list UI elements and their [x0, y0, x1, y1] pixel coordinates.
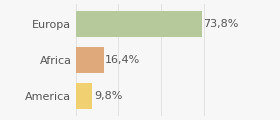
- Bar: [76, 47, 104, 73]
- Text: 73,8%: 73,8%: [203, 19, 239, 29]
- Text: 9,8%: 9,8%: [94, 91, 122, 101]
- Bar: [76, 11, 202, 37]
- Text: 16,4%: 16,4%: [105, 55, 141, 65]
- Bar: [76, 83, 92, 109]
